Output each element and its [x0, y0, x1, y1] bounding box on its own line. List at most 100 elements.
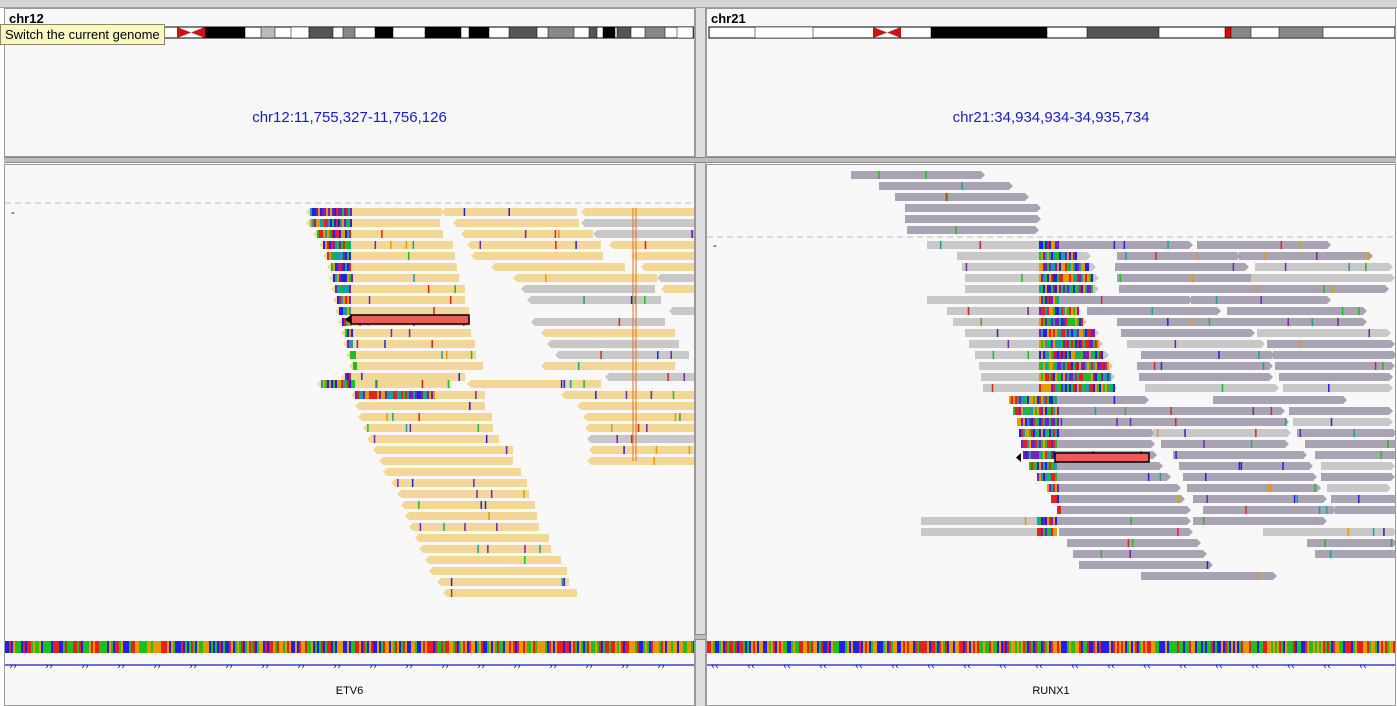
soft-clip-base	[1043, 285, 1045, 293]
right-sequence-track[interactable]	[707, 641, 1395, 653]
soft-clip-base	[1055, 329, 1057, 337]
mismatch-base	[480, 501, 483, 509]
soft-clip-base	[1057, 429, 1059, 437]
left-annotation-panel[interactable]: ›› ›› ›› ›› ›› ›› ›› ›› ›› ›› ›› ›› ›› ›› ›› ›› ›› ›› ›› E…	[4, 633, 695, 706]
reference-base	[159, 641, 161, 653]
aligned-read	[535, 318, 665, 326]
aligned-read	[907, 226, 1035, 234]
read-strand-arrow	[1389, 263, 1393, 271]
soft-clip-base	[1061, 351, 1063, 359]
panel-divider[interactable]	[695, 8, 706, 706]
strand-arrow-icon: ‹‹	[1179, 661, 1187, 671]
soft-clip-base	[1041, 285, 1043, 293]
soft-clip-base	[1031, 462, 1033, 470]
header-separator[interactable]	[4, 157, 1396, 163]
reference-base	[115, 641, 117, 653]
soft-clip-base	[1015, 396, 1017, 404]
aligned-read	[457, 219, 579, 227]
reference-base	[69, 641, 71, 653]
right-header-panel[interactable]: chr21 chr21:34,934,934-34,935,734	[706, 8, 1396, 157]
right-alignment-track[interactable]	[707, 165, 1396, 634]
soft-clip-base	[1111, 384, 1113, 392]
soft-clip-base	[341, 285, 343, 293]
left-gene-name[interactable]: ETV6	[335, 685, 364, 697]
soft-clip-base	[1033, 451, 1035, 459]
right-annotation-panel[interactable]: ‹‹ ‹‹ ‹‹ ‹‹ ‹‹ ‹‹ ‹‹ ‹‹ ‹‹ ‹‹ ‹‹ ‹‹ ‹‹ ‹‹ ‹‹ ‹‹ ‹‹ ‹‹ ‹‹ R…	[706, 633, 1396, 706]
aligned-read	[429, 556, 561, 564]
reference-base	[403, 641, 405, 653]
soft-clip-base	[1107, 384, 1109, 392]
reference-base	[731, 641, 733, 653]
mismatch-base	[441, 351, 443, 359]
reference-base	[1299, 641, 1301, 653]
mismatch-base	[1170, 407, 1172, 415]
read-strand-arrow	[1269, 362, 1273, 370]
reference-base	[1269, 641, 1271, 653]
left-sequence-track[interactable]	[5, 641, 694, 653]
soft-clip-base	[1033, 407, 1035, 415]
soft-clip-base	[347, 241, 349, 249]
right-chromosome-label[interactable]: chr21	[711, 11, 746, 26]
reference-base	[315, 641, 317, 653]
soft-clip-base	[1041, 440, 1043, 448]
soft-clip-base	[1081, 285, 1083, 293]
left-alignment-track[interactable]	[5, 165, 695, 634]
reference-base	[581, 641, 583, 653]
mismatch-base	[1240, 462, 1243, 470]
soft-clip-base	[1029, 407, 1031, 415]
ideogram-band	[588, 26, 598, 39]
soft-clip-base	[1065, 373, 1067, 381]
reference-base	[1123, 641, 1125, 653]
soft-clip-base	[1047, 418, 1049, 426]
aligned-read	[947, 307, 1077, 315]
reference-base	[797, 641, 799, 653]
reference-base	[1163, 641, 1165, 653]
read-strand-arrow	[1327, 296, 1331, 304]
mismatch-base	[1232, 263, 1235, 271]
soft-clip-base	[1051, 329, 1053, 337]
mismatch-base	[575, 241, 577, 249]
soft-clip-base	[1043, 351, 1045, 359]
reference-base	[7, 641, 9, 653]
reference-base	[325, 641, 327, 653]
left-alignment-panel[interactable]: -	[4, 164, 695, 634]
soft-clip-base	[1039, 274, 1041, 282]
ideogram-band	[342, 26, 356, 39]
soft-clip-base	[1043, 429, 1045, 437]
soft-clip-base	[1063, 340, 1065, 348]
strand-arrow-icon: ››	[621, 661, 629, 671]
soft-clip-base	[1075, 340, 1077, 348]
soft-clip-base	[1013, 407, 1015, 415]
soft-clip-base	[1031, 396, 1033, 404]
aligned-read	[1239, 318, 1363, 326]
left-chromosome-label[interactable]: chr12	[9, 11, 44, 26]
right-gene-name[interactable]: RUNX1	[1032, 685, 1070, 697]
left-gene-track[interactable]: ›› ›› ›› ›› ›› ›› ›› ›› ›› ›› ›› ›› ›› ›› ›› ›› ›› ›› ››	[5, 659, 694, 671]
reference-base	[865, 641, 867, 653]
right-gene-track[interactable]: ‹‹ ‹‹ ‹‹ ‹‹ ‹‹ ‹‹ ‹‹ ‹‹ ‹‹ ‹‹ ‹‹ ‹‹ ‹‹ ‹‹ ‹‹ ‹‹ ‹‹ ‹‹ ‹‹	[707, 659, 1395, 671]
soft-clip-base	[1017, 396, 1019, 404]
reference-base	[909, 641, 911, 653]
reference-base	[785, 641, 787, 653]
reference-base	[93, 641, 95, 653]
soft-clip-base	[326, 208, 328, 216]
soft-clip-base	[1065, 362, 1067, 370]
aligned-read	[1145, 384, 1275, 392]
aligned-read	[1321, 462, 1391, 470]
right-alignment-panel[interactable]: -	[706, 164, 1396, 634]
reference-base	[1051, 641, 1053, 653]
mismatch-base	[965, 263, 968, 271]
mismatch-base	[1314, 484, 1316, 492]
reference-base	[1169, 641, 1171, 653]
mismatch-base	[1330, 418, 1333, 426]
soft-clip-base	[1089, 351, 1091, 359]
soft-clip-base	[1065, 384, 1067, 392]
right-chromosome-ideogram[interactable]	[707, 26, 1396, 39]
mismatch-base	[1348, 263, 1350, 271]
soft-clip-base	[425, 391, 427, 399]
reference-base	[993, 641, 995, 653]
soft-clip-base	[1087, 285, 1089, 293]
soft-clip-base	[345, 373, 347, 381]
alignment-separator[interactable]	[4, 634, 1396, 640]
selected-split-read	[350, 314, 470, 325]
